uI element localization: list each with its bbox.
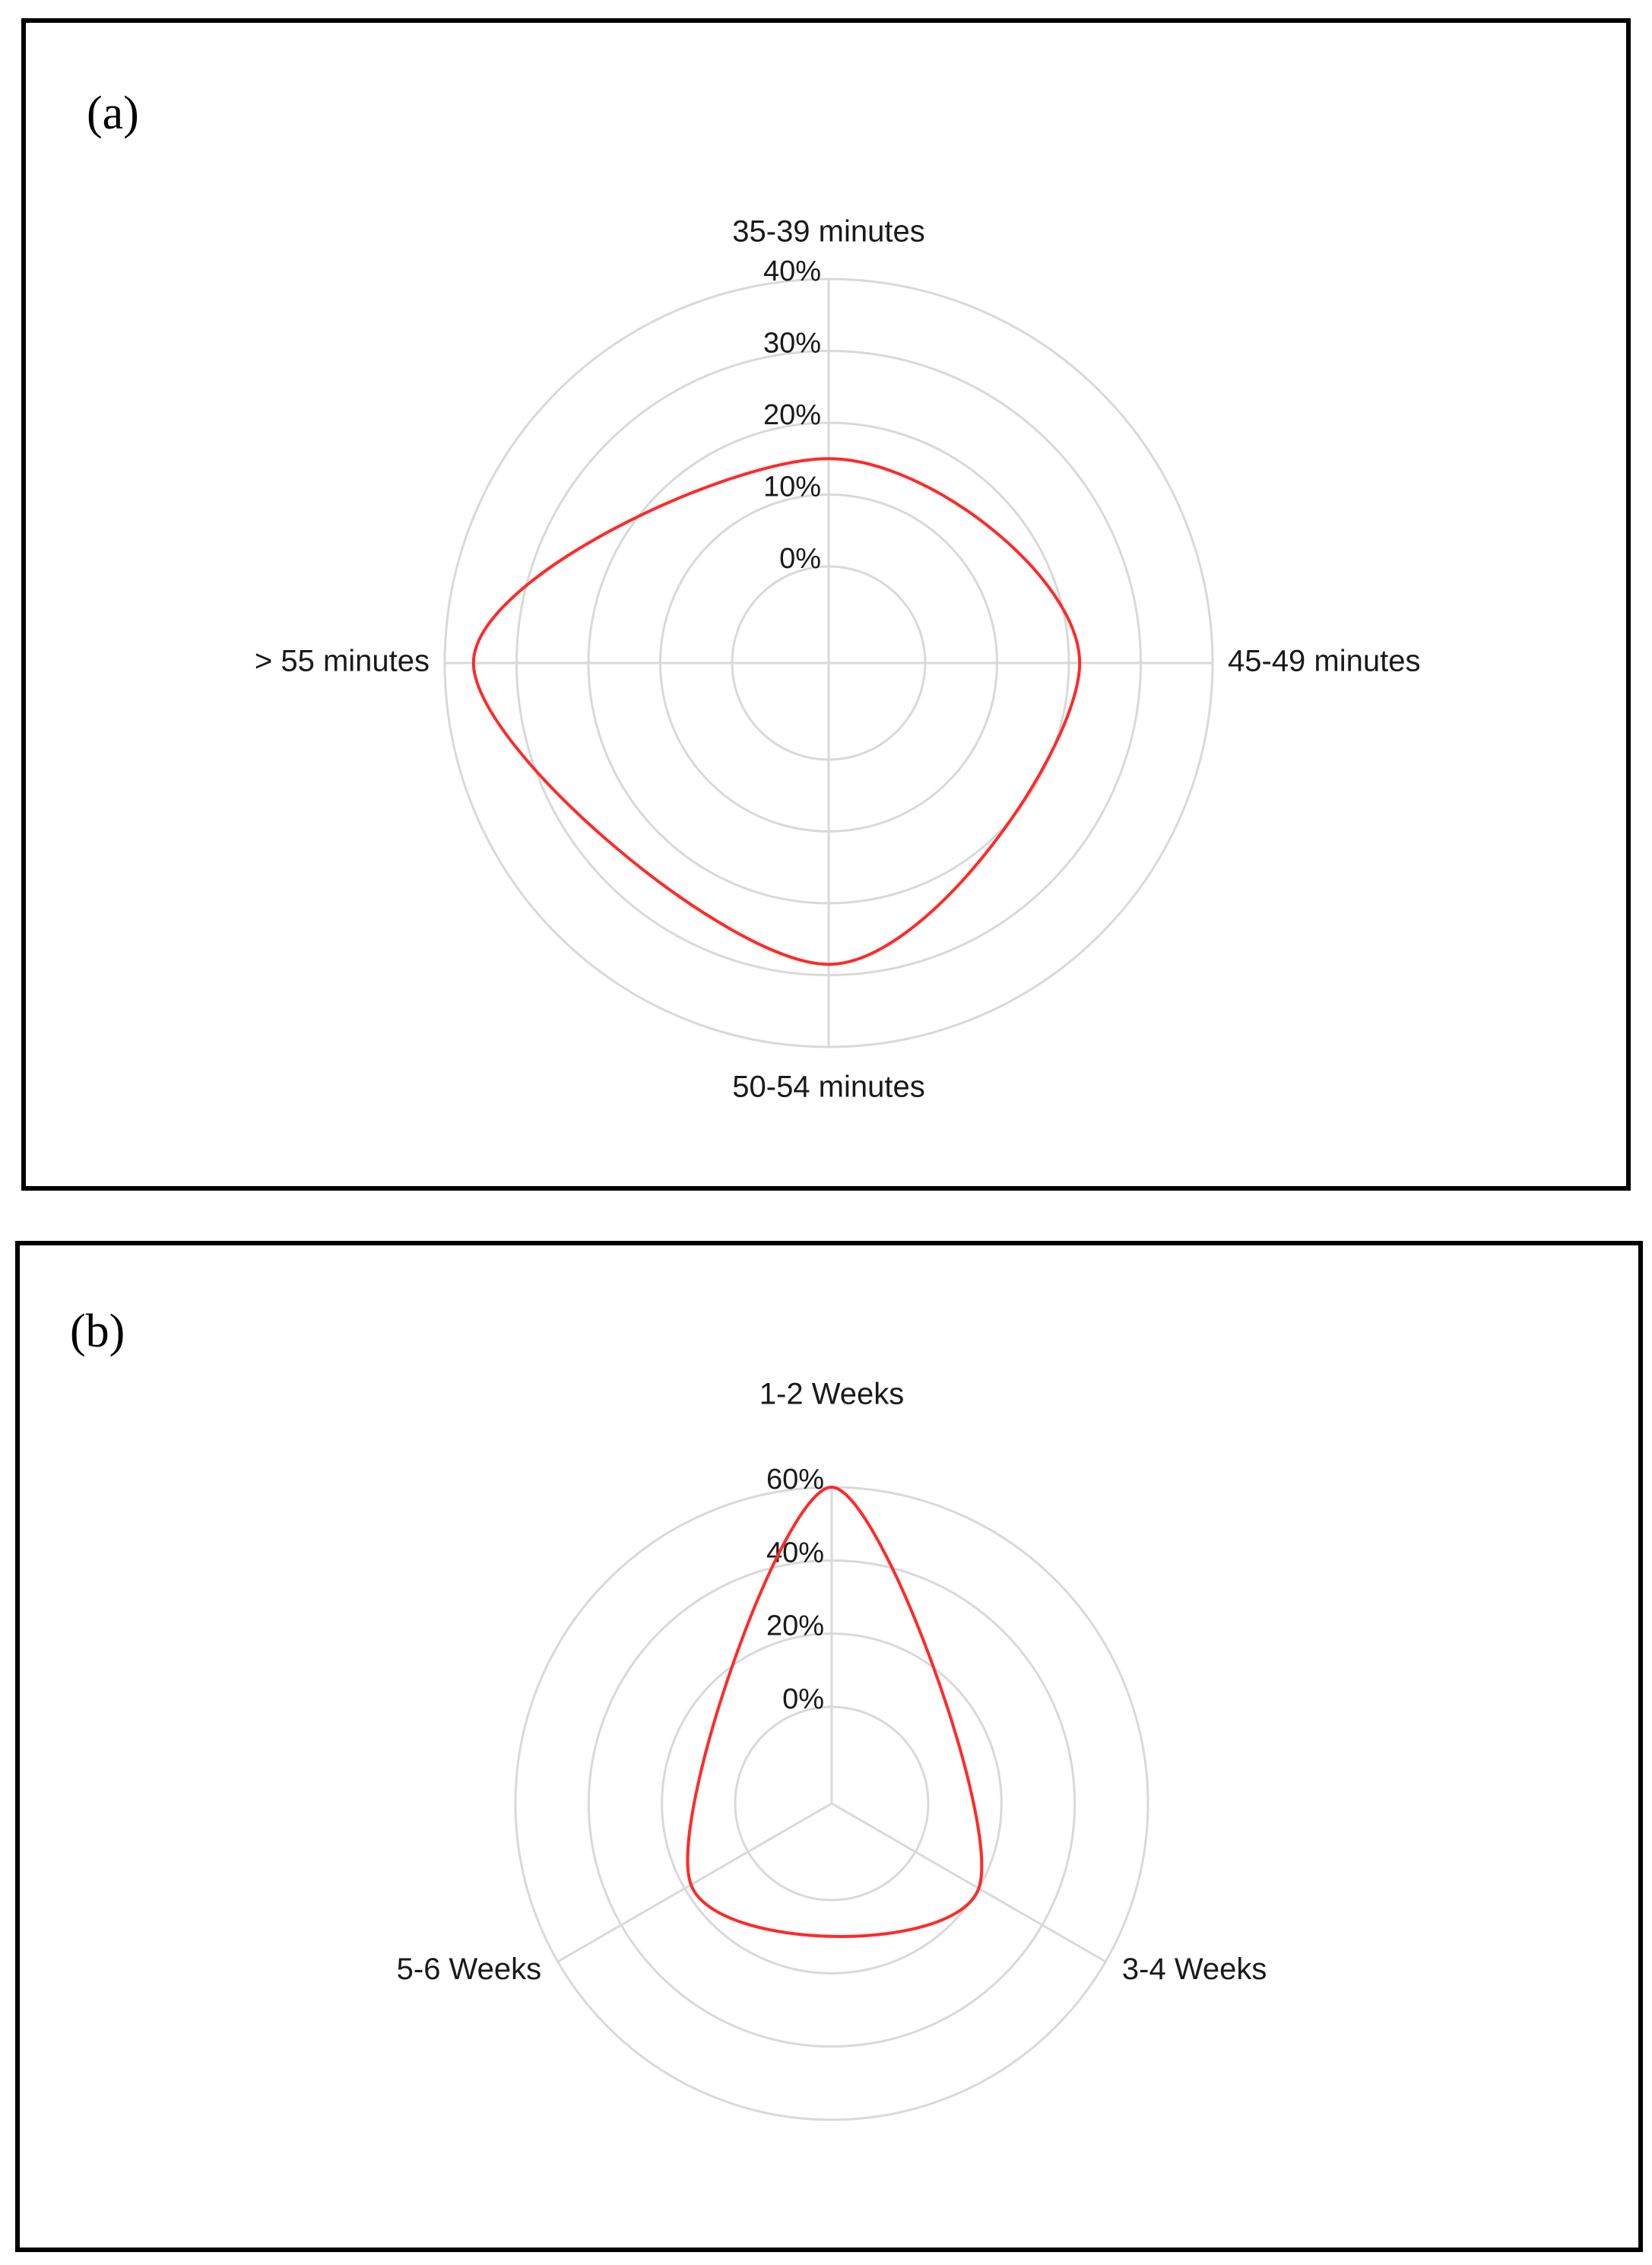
series-line <box>686 1485 984 1938</box>
chart-panel-a: (a) 0% 10% 20% 30% 40% 35-39 minutes 45-49 min… <box>21 18 1631 1191</box>
series-line <box>471 457 1082 966</box>
tick-label: 0% <box>782 1683 824 1715</box>
category-label: > 55 minutes <box>255 645 430 678</box>
axis-spoke <box>831 1802 1107 1963</box>
category-label: 3-4 Weeks <box>1122 1953 1267 1986</box>
category-label: 5-6 Weeks <box>397 1953 541 1986</box>
panel-label: (a) <box>87 87 139 139</box>
category-label: 45-49 minutes <box>1228 645 1420 678</box>
tick-label: 40% <box>763 255 821 287</box>
category-label: 50-54 minutes <box>732 1071 924 1104</box>
tick-label: 20% <box>763 399 821 431</box>
axis-spoke <box>556 1802 832 1963</box>
radar-chart-b: 0% 20% 40% 60% 1-2 Weeks 3-4 Weeks 5-6 Weeks <box>397 1378 1267 2121</box>
tick-label: 60% <box>766 1464 824 1496</box>
chart-panel-b: (b) 0% 20% 40% 60% 1-2 Weeks 3-4 Weeks 5-6 Wee… <box>15 1241 1643 2252</box>
category-label: 1-2 Weeks <box>759 1378 904 1411</box>
category-label: 35-39 minutes <box>732 215 924 249</box>
tick-label: 20% <box>766 1610 824 1642</box>
tick-label: 30% <box>763 328 821 360</box>
panel-label: (b) <box>70 1305 125 1357</box>
tick-label: 10% <box>763 471 821 503</box>
tick-label: 0% <box>779 543 821 575</box>
tick-label: 40% <box>766 1537 824 1569</box>
radar-chart-a: 0% 10% 20% 30% 40% 35-39 minutes 45-49 minutes… <box>255 215 1421 1104</box>
